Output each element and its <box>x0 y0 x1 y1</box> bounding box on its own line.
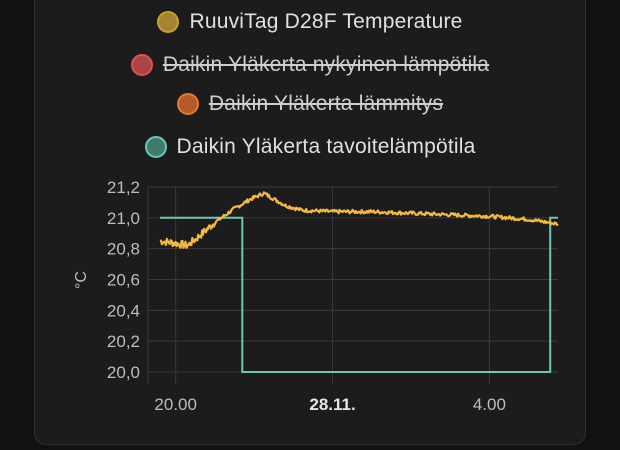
legend-label: Daikin Yläkerta tavoitelämpötila <box>176 135 476 158</box>
legend-label: Daikin Yläkerta nykyinen lämpötila <box>162 53 490 76</box>
legend-color-dot <box>157 11 180 33</box>
legend-item-ruuvitag-temperature[interactable]: RuuviTag D28F Temperature <box>0 6 620 38</box>
legend-label: RuuviTag D28F Temperature <box>189 10 463 33</box>
legend-item-daikin-current-temperature[interactable]: Daikin Yläkerta nykyinen lämpötila <box>0 49 620 81</box>
x-tick-label: 4.00 <box>473 395 506 414</box>
chart-series <box>159 191 559 373</box>
legend-color-dot <box>144 136 167 158</box>
y-axis-unit-label: °C <box>73 271 90 289</box>
series-line-ruuvitag-temperature <box>159 191 559 249</box>
legend-color-dot <box>176 93 199 115</box>
y-tick-label: 20,8 <box>107 240 140 259</box>
y-tick-label: 20,6 <box>107 271 140 290</box>
y-tick-label: 21,2 <box>107 178 140 197</box>
y-tick-label: 21,0 <box>107 209 140 228</box>
legend-label: Daikin Yläkerta lämmitys <box>208 92 444 115</box>
y-tick-label: 20,0 <box>107 363 140 382</box>
history-graph-card <box>34 0 586 445</box>
y-tick-label: 20,2 <box>107 332 140 351</box>
x-tick-label: 28.11. <box>309 395 355 414</box>
series-line-daikin-target-temperature <box>160 216 558 373</box>
x-tick-label: 20.00 <box>154 395 197 414</box>
legend-color-dot <box>130 54 153 76</box>
legend-item-daikin-heating[interactable]: Daikin Yläkerta lämmitys <box>0 88 620 120</box>
y-tick-label: 20,4 <box>107 301 140 320</box>
chart-axes: 21,2 21,0 20,8 20,6 20,4 20,2 20,0 20.00 28.11. 4… <box>107 178 506 414</box>
legend-item-daikin-target-temperature[interactable]: Daikin Yläkerta tavoitelämpötila <box>0 131 620 163</box>
